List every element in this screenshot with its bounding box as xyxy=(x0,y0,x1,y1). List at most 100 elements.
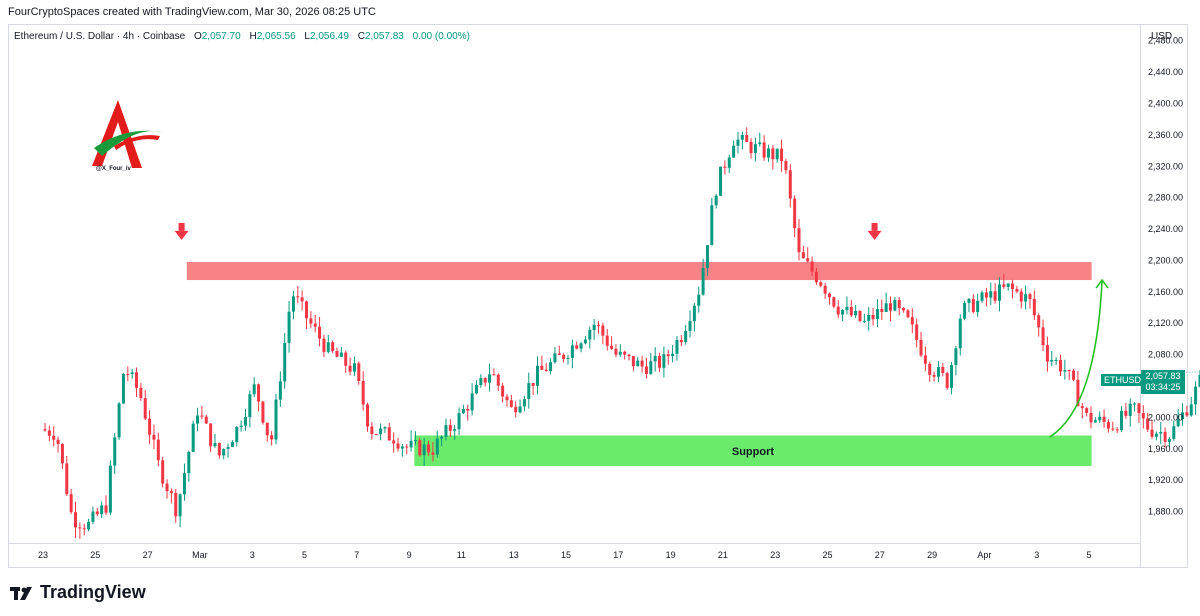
currency-label[interactable]: USD xyxy=(1151,31,1173,42)
candle-body xyxy=(509,400,513,407)
candle-body xyxy=(322,338,326,352)
candle-body xyxy=(143,398,147,419)
candle-body xyxy=(126,373,130,375)
candle-body xyxy=(335,350,339,357)
candle-body xyxy=(745,134,749,142)
time-tick-label: 27 xyxy=(875,550,885,560)
candle-body xyxy=(597,324,601,326)
candle-body xyxy=(697,294,701,306)
price-tick-label: 2,280.00 xyxy=(1148,193,1183,203)
candle-body xyxy=(1163,431,1167,442)
candle-body xyxy=(95,511,99,515)
candle-body xyxy=(1115,429,1119,431)
candle-body xyxy=(819,282,823,286)
ohlc-legend: Ethereum / U.S. Dollar · 4h · Coinbase O… xyxy=(14,31,470,42)
candle-body xyxy=(1146,418,1150,430)
high-key: H xyxy=(249,31,257,42)
candle-body xyxy=(91,511,95,522)
candle-body xyxy=(313,323,317,327)
candles xyxy=(43,127,1200,539)
candle-body xyxy=(592,324,596,330)
candle-body xyxy=(945,373,949,388)
candle-body xyxy=(348,365,352,372)
candle-body xyxy=(1028,294,1032,300)
candle-body xyxy=(383,427,387,429)
time-tick-label: Mar xyxy=(192,550,208,560)
candle-body xyxy=(305,301,308,319)
candle-body xyxy=(331,342,335,351)
candle-body xyxy=(501,385,505,397)
candle-body xyxy=(841,309,845,315)
candle-body xyxy=(235,427,239,443)
candle-body xyxy=(788,170,792,199)
candle-body xyxy=(636,360,640,367)
candle-body xyxy=(997,284,1001,301)
candle-body xyxy=(649,361,653,374)
candle-body xyxy=(87,521,91,530)
candle-body xyxy=(291,296,295,312)
candle-body xyxy=(139,387,143,399)
candle-body xyxy=(213,443,217,447)
candle-body xyxy=(488,374,492,383)
symbol-description[interactable]: Ethereum / U.S. Dollar · 4h · Coinbase xyxy=(14,31,186,42)
candle-body xyxy=(121,373,125,404)
candle-body xyxy=(379,428,383,435)
time-tick-label: 21 xyxy=(718,550,728,560)
tradingview-wordmark: TradingView xyxy=(40,582,146,602)
candle-body xyxy=(161,460,165,484)
candle-body xyxy=(658,355,662,368)
candle-body xyxy=(396,443,400,449)
candle-body xyxy=(204,416,208,424)
candle-body xyxy=(318,326,322,339)
candle-body xyxy=(705,245,709,268)
down-arrow-icon xyxy=(178,222,185,231)
candle-body xyxy=(448,425,452,431)
candle-body xyxy=(100,505,104,515)
candle-body xyxy=(1133,403,1137,405)
candle-body xyxy=(631,356,635,367)
candle-body xyxy=(875,309,879,320)
price-tick-label: 2,240.00 xyxy=(1148,224,1183,234)
candle-body xyxy=(1102,416,1106,422)
candle-body xyxy=(719,166,723,196)
candle-body xyxy=(169,491,173,493)
candle-body xyxy=(766,148,770,158)
candle-body xyxy=(627,354,631,357)
candle-body xyxy=(405,446,409,448)
symbol-price-tag: ETHUSD xyxy=(1101,374,1145,386)
candle-body xyxy=(270,435,274,440)
candle-body xyxy=(518,406,522,413)
candle-body xyxy=(239,425,243,428)
low-key: L xyxy=(304,31,310,42)
candle-body xyxy=(562,354,566,360)
candle-body xyxy=(858,310,862,321)
tradingview-brand[interactable]: TradingView xyxy=(10,582,146,603)
candle-body xyxy=(701,267,705,295)
candle-body xyxy=(387,427,391,441)
candle-body xyxy=(714,195,718,206)
projection-arrowhead xyxy=(1095,278,1109,289)
candle-body xyxy=(640,360,644,367)
candle-body xyxy=(243,417,247,426)
price-tick-label: 2,160.00 xyxy=(1148,287,1183,297)
candle-body xyxy=(457,413,461,430)
candle-body xyxy=(178,494,182,517)
candle-body xyxy=(910,317,914,325)
candle-body xyxy=(187,451,191,474)
candle-body xyxy=(104,505,108,513)
candle-body xyxy=(174,492,178,517)
candle-body xyxy=(1050,360,1054,362)
candle-body xyxy=(1111,428,1115,430)
candle-body xyxy=(135,372,139,388)
candle-body xyxy=(889,303,893,311)
candle-body xyxy=(483,378,487,383)
candle-body xyxy=(671,353,675,357)
a-logo-icon xyxy=(92,100,162,168)
candle-body xyxy=(810,261,814,272)
candle-body xyxy=(614,348,618,355)
candle-body xyxy=(52,435,56,440)
candle-body xyxy=(226,446,230,450)
attribution-line: FourCryptoSpaces created with TradingVie… xyxy=(8,6,376,18)
candle-body xyxy=(466,408,470,411)
